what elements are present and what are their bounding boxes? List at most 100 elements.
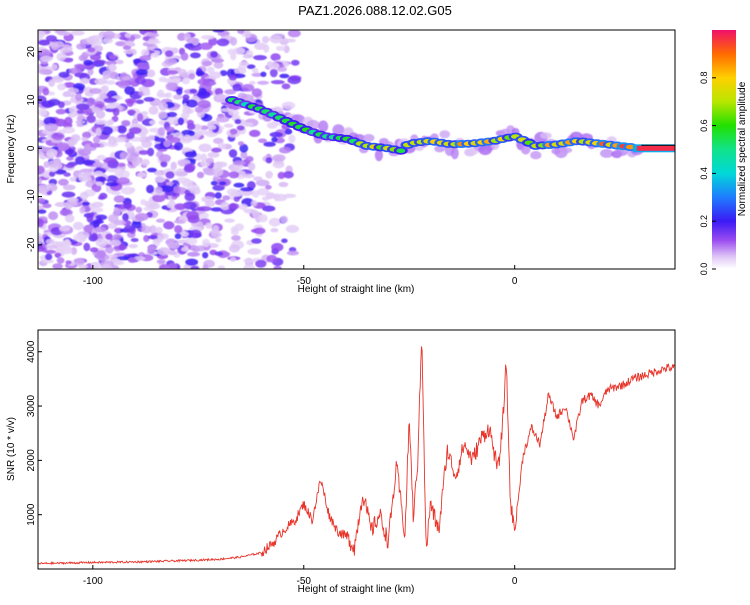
spectrogram-noise-blob <box>117 125 126 133</box>
spectrogram-carrier <box>637 146 675 151</box>
spectrogram-noise-blob <box>166 171 175 178</box>
spectrogram-noise-blob <box>65 260 71 264</box>
spectrogram-noise-blob <box>195 106 204 112</box>
spectrogram-noise-blob <box>163 140 171 147</box>
spectrogram-noise-blob <box>114 220 126 225</box>
spectrogram-noise-blob <box>205 201 215 207</box>
spectrogram-noise-blob <box>65 163 75 168</box>
spectrogram-noise-blob <box>114 195 125 202</box>
spectrogram-noise-blob <box>251 200 257 207</box>
spectrogram-noise-blob <box>109 64 117 72</box>
spectrogram-noise-blob <box>233 161 246 166</box>
spectrogram-noise-blob <box>181 52 189 60</box>
spectrogram-noise-blob <box>58 72 69 78</box>
spectrogram-noise-blob <box>165 50 173 57</box>
spectrogram-noise-blob <box>129 127 142 134</box>
spectrogram-noise-blob <box>182 78 190 85</box>
spectrogram-noise-blob <box>143 88 151 95</box>
spectrogram-noise-blob <box>174 142 183 151</box>
spectrogram-noise-blob <box>229 171 240 178</box>
spectrogram-noise-blob <box>155 187 162 194</box>
spectrogram-noise-blob <box>173 94 183 99</box>
spectrogram-noise-blob <box>113 234 122 240</box>
spectrogram-noise-blob <box>92 220 104 225</box>
spectrogram-noise-blob <box>70 177 77 182</box>
spectrogram-noise-blob <box>187 252 200 257</box>
spectrogram-noise-blob <box>137 172 146 177</box>
spectrogram-noise-blob <box>181 247 189 252</box>
snr-panel: -100 -50 01000200030004000 Height of strai… <box>6 330 675 595</box>
spectrogram-noise-blob <box>282 83 291 89</box>
spectrogram-noise-blob <box>48 79 55 87</box>
spectrogram-noise-blob <box>249 130 260 137</box>
spectrogram-noise-blob <box>129 244 138 248</box>
spectrogram-noise-blob <box>57 30 67 36</box>
spectrogram-ridge-core <box>396 148 405 153</box>
figure: PAZ1.2026.088.12.02.G05 -100 -50 0 -20 -10 0 1… <box>0 0 750 600</box>
spectrogram-noise-blob <box>190 52 201 58</box>
snr-xlabel: Height of straight line (km) <box>298 584 415 595</box>
spectrogram-noise-blob <box>210 230 220 234</box>
spectrogram-noise-blob <box>224 124 234 128</box>
spectrogram-ytick-label: 0 <box>26 145 37 151</box>
spectrogram-noise-blob <box>278 172 286 179</box>
snr-ylabel: SNR (10 * v/v) <box>6 417 17 481</box>
spectrogram-halo-blob <box>439 130 450 138</box>
spectrogram-noise-blob <box>158 102 167 111</box>
spectrogram-noise-blob <box>208 152 220 158</box>
spectrogram-noise-blob <box>38 147 50 152</box>
spectrogram-noise-blob <box>122 76 131 80</box>
spectrogram-noise-blob <box>270 132 283 137</box>
spectrogram-noise-blob <box>147 245 157 250</box>
spectrogram-noise-blob <box>125 142 133 148</box>
spectrogram-noise-blob <box>84 225 92 233</box>
spectrogram-xlabel: Height of straight line (km) <box>298 284 415 295</box>
snr-series-line <box>38 346 675 564</box>
spectrogram-noise-blob <box>71 30 85 35</box>
spectrogram-noise-blob <box>282 102 295 110</box>
spectrogram-noise-blob <box>167 112 177 117</box>
spectrogram-noise-blob <box>80 192 89 200</box>
spectrogram-noise-blob <box>276 46 286 51</box>
spectrogram-noise-blob <box>209 72 221 79</box>
spectrogram-noise-blob <box>186 99 198 107</box>
spectrogram-noise-blob <box>135 77 146 85</box>
spectrogram-noise-blob <box>243 54 254 58</box>
spectrogram-noise-blob <box>237 28 244 34</box>
spectrogram-noise-blob <box>151 53 160 58</box>
spectrogram-noise-blob <box>262 36 269 43</box>
spectrogram-noise-blob <box>105 233 113 240</box>
spectrogram-noise-blob <box>146 185 154 194</box>
spectrogram-noise-blob <box>135 213 149 221</box>
spectrogram-noise-blob <box>68 88 79 93</box>
snr-ytick-label: 2000 <box>26 449 37 472</box>
spectrogram-noise-blob <box>286 225 299 233</box>
spectrogram-noise-blob <box>97 250 107 258</box>
spectrogram-noise-blob <box>83 243 90 251</box>
spectrogram-noise-blob <box>62 192 76 198</box>
spectrogram-noise-blob <box>109 55 117 60</box>
spectrogram-noise-blob <box>253 55 267 60</box>
spectrogram-noise-blob <box>126 41 134 46</box>
spectrogram-noise-blob <box>96 238 108 247</box>
spectrogram-noise-blob <box>216 116 229 122</box>
spectrogram-noise-blob <box>285 39 296 43</box>
spectrogram-noise-blob <box>271 80 285 84</box>
spectrogram-noise-blob <box>184 193 195 201</box>
spectrogram-noise-blob <box>266 192 275 199</box>
spectrogram-noise-blob <box>113 137 126 143</box>
spectrogram-noise-blob <box>54 41 64 48</box>
spectrogram-noise-blob <box>288 29 301 37</box>
spectrogram-noise-blob <box>288 134 295 143</box>
spectrogram-noise-blob <box>201 35 215 40</box>
spectrogram-noise-blob <box>173 186 181 194</box>
spectrogram-noise-blob <box>45 250 56 254</box>
spectrogram-noise-blob <box>106 141 118 147</box>
spectrogram-noise-blob <box>239 62 249 66</box>
spectrogram-noise-blob <box>279 147 291 154</box>
spectrogram-noise-blob <box>281 239 288 244</box>
spectrogram-noise-blob <box>167 243 179 249</box>
spectrogram-noise-blob <box>79 78 89 84</box>
spectrogram-noise-blob <box>215 192 222 199</box>
spectrogram-noise-blob <box>187 38 200 44</box>
